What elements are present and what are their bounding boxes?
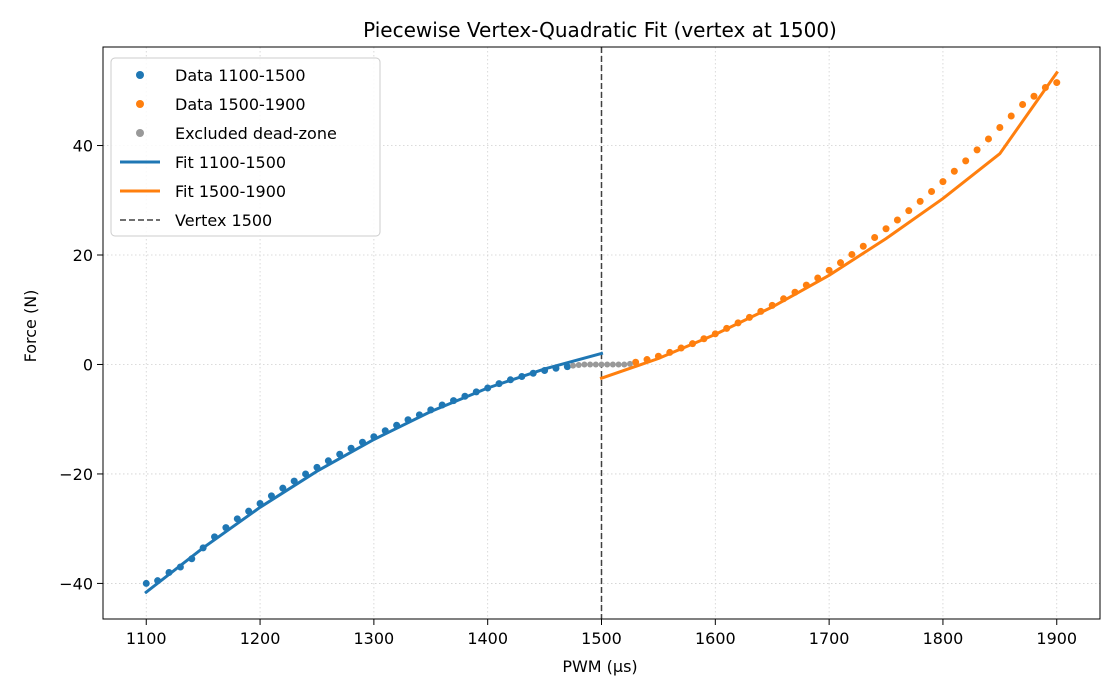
legend-item: Fit 1100-1500 [120,153,286,172]
x-axis-label: PWM (µs) [562,657,637,676]
legend-box [110,57,381,237]
data-point [563,363,571,371]
legend-marker [136,71,144,79]
data-point [632,358,640,366]
data-point [279,484,287,492]
data-point [598,361,605,368]
x-tick-label: 1700 [809,629,850,648]
legend-item: Excluded dead-zone [136,124,337,143]
y-tick-label: 0 [83,355,93,374]
data-point [939,178,947,186]
fit-line [599,70,1059,381]
fit-line [144,351,604,595]
x-tick-label: 1500 [581,629,622,648]
legend-item: Fit 1500-1900 [120,182,286,201]
legend-label: Fit 1500-1900 [175,182,286,201]
fit-line-layer [144,70,1059,595]
data-point [1053,79,1061,87]
x-tick-label: 1800 [923,629,964,648]
data-point [984,135,992,143]
chart-title: Piecewise Vertex-Quadratic Fit (vertex a… [363,18,837,42]
data-point [1030,92,1038,100]
data-point [609,361,616,368]
data-point [973,146,981,154]
data-point [916,197,924,205]
data-point [575,362,582,369]
data-point [882,225,890,233]
data-point [1019,100,1027,108]
data-point [626,360,633,367]
data-point [142,579,150,587]
y-tick-label: −20 [59,465,93,484]
data-point [587,361,594,368]
data-point [962,157,970,165]
data-point [581,361,588,368]
x-tick-label: 1400 [467,629,508,648]
data-point [570,362,577,369]
legend-marker [136,100,144,108]
legend: Data 1100-1500 Data 1500-1900 Excluded dea… [110,57,381,237]
data-point [996,123,1004,131]
grid-lines [103,47,1100,619]
x-tick-label: 1100 [126,629,167,648]
data-point [893,216,901,224]
legend-label: Data 1100-1500 [175,66,306,85]
y-tick-label: 20 [73,246,93,265]
data-point [592,361,599,368]
data-point [837,259,845,267]
x-axis-ticks: 1100 1200 1300 1400 1500 1600 1700 1800 1900 [126,619,1077,648]
data-point [848,250,856,258]
x-tick-label: 1200 [240,629,281,648]
legend-label: Vertex 1500 [175,211,272,230]
data-point [905,207,913,215]
legend-label: Data 1500-1900 [175,95,306,114]
y-tick-label: 40 [73,137,93,156]
data-point [825,266,833,274]
data-point [1007,112,1015,120]
legend-marker [136,129,144,137]
legend-item: Data 1100-1500 [136,66,306,85]
legend-label: Excluded dead-zone [175,124,337,143]
y-axis-ticks: −40 −20 0 20 40 [59,137,103,593]
x-tick-label: 1900 [1036,629,1077,648]
data-point [871,233,879,241]
y-tick-label: −40 [59,574,93,593]
data-point [859,242,867,250]
data-point [604,361,611,368]
data-point [950,167,958,175]
data-point [928,188,936,196]
data-point [621,361,628,368]
x-tick-label: 1600 [695,629,736,648]
x-tick-label: 1300 [354,629,395,648]
legend-item: Vertex 1500 [120,211,272,230]
data-point [615,361,622,368]
legend-label: Fit 1100-1500 [175,153,286,172]
legend-item: Data 1500-1900 [136,95,306,114]
y-axis-label: Force (N) [21,290,40,363]
